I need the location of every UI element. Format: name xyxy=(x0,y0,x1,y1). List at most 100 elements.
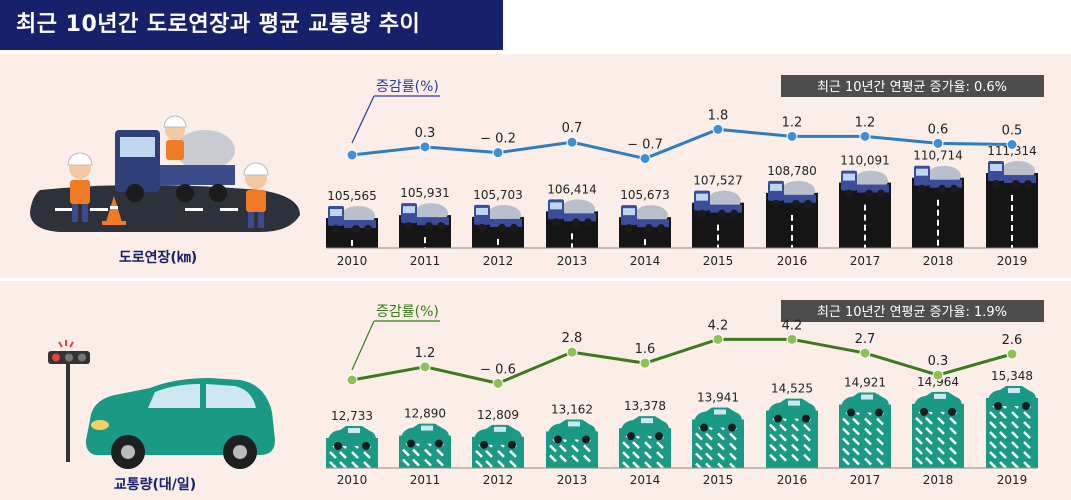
bar-pattern-stripe xyxy=(989,441,1031,449)
road-value-label: 105,703 xyxy=(473,188,523,202)
road-rate-label: 1.2 xyxy=(782,115,803,130)
bar-pattern-stripe xyxy=(402,448,444,457)
bar-pattern-stripe xyxy=(842,427,884,436)
traffic-rate-title: 증감률(%) xyxy=(376,304,439,320)
bar-pattern-stripe xyxy=(989,411,1031,419)
bar-pattern-stripe xyxy=(915,456,957,465)
road-rate-point xyxy=(639,153,651,164)
traffic-value-label: 12,733 xyxy=(331,409,373,423)
panel-divider xyxy=(0,278,1071,281)
road-value-label: 105,673 xyxy=(620,188,670,202)
road-rate-point xyxy=(346,149,358,161)
traffic-rate-point xyxy=(639,357,651,369)
traffic-chart: 12,733 2010 12,890 2011 12,809 2012 13,162 2013… xyxy=(326,318,1038,487)
road-chart: 105,565 2010 105,931 2011 105,703 2012 106,414… xyxy=(326,108,1038,268)
traffic-rate-point xyxy=(859,347,871,359)
bar-pattern-stripe xyxy=(769,453,811,462)
road-rate-label: 0.7 xyxy=(562,121,583,136)
cement-truck-icon xyxy=(768,180,816,208)
traffic-year-tick: 2018 xyxy=(923,473,954,487)
traffic-year-tick: 2017 xyxy=(850,473,881,487)
bar-pattern-stripe xyxy=(402,458,444,467)
traffic-value-label: 13,941 xyxy=(697,391,739,405)
bar-pattern-stripe xyxy=(915,426,957,435)
bar-pattern-stripe xyxy=(769,423,811,432)
traffic-rate-point xyxy=(786,333,798,345)
road-rate-point xyxy=(492,147,504,159)
road-rate-point xyxy=(1006,139,1018,150)
traffic-rate-point xyxy=(346,374,358,386)
title-right-strip xyxy=(503,0,1071,50)
bar-pattern-stripe xyxy=(842,417,884,426)
road-rate-label: − 0.7 xyxy=(627,138,663,153)
bar-pattern-stripe xyxy=(695,452,737,461)
cement-truck-icon xyxy=(401,203,449,231)
road-year-tick: 2011 xyxy=(410,254,441,268)
traffic-year-tick: 2015 xyxy=(703,473,734,487)
road-year-tick: 2012 xyxy=(483,254,514,268)
road-rate-point xyxy=(566,136,578,148)
cement-truck-icon xyxy=(548,199,596,227)
traffic-rate-point xyxy=(1006,348,1018,360)
car-illustration-icon xyxy=(85,378,275,469)
traffic-value-label: 12,890 xyxy=(404,407,446,421)
bar-pattern-stripe xyxy=(329,451,371,459)
road-rate-point xyxy=(932,137,944,149)
road-rate-point xyxy=(712,123,724,135)
traffic-rate-point xyxy=(932,369,944,381)
traffic-rate-point xyxy=(419,361,431,373)
traffic-year-tick: 2012 xyxy=(483,473,514,487)
road-rate-label: 0.6 xyxy=(928,122,949,137)
bar-pattern-stripe xyxy=(622,441,664,450)
traffic-rate-label: 2.6 xyxy=(1002,333,1023,348)
car-icon xyxy=(401,423,449,448)
traffic-rate-label: 1.2 xyxy=(415,346,436,361)
bar-pattern-stripe xyxy=(695,442,737,451)
traffic-summary-badge xyxy=(781,300,1044,322)
traffic-rate-label: 4.2 xyxy=(782,318,803,333)
traffic-rate-point xyxy=(566,346,578,358)
traffic-light-icon xyxy=(48,340,90,462)
cement-mixer-truck-icon xyxy=(115,130,235,202)
traffic-value-label: 13,378 xyxy=(624,399,666,413)
road-value-label: 111,314 xyxy=(987,144,1037,158)
road-year-tick: 2018 xyxy=(923,254,954,268)
road-year-tick: 2017 xyxy=(850,254,881,268)
bar-pattern-stripe xyxy=(549,444,591,453)
road-year-tick: 2013 xyxy=(557,254,588,268)
traffic-bar xyxy=(912,403,964,468)
car-icon xyxy=(768,398,816,423)
car-icon xyxy=(988,386,1036,410)
road-rate-label: 0.3 xyxy=(415,126,436,141)
bar-pattern-stripe xyxy=(549,454,591,463)
bar-pattern-stripe xyxy=(842,457,884,466)
bar-pattern-stripe xyxy=(989,461,1031,469)
traffic-value-label: 14,964 xyxy=(917,375,959,389)
bar-pattern-stripe xyxy=(475,459,517,468)
road-rate-line xyxy=(351,127,1013,161)
car-icon xyxy=(694,407,742,432)
road-rate-label: − 0.2 xyxy=(480,132,516,147)
car-icon xyxy=(914,391,962,416)
road-value-label: 105,931 xyxy=(400,186,450,200)
cement-truck-icon xyxy=(621,205,669,233)
road-year-tick: 2015 xyxy=(703,254,734,268)
title-gap xyxy=(0,50,1071,54)
road-panel-label: 도로연장(㎞) xyxy=(119,249,197,266)
bar-pattern-stripe xyxy=(769,443,811,452)
traffic-year-tick: 2010 xyxy=(337,473,368,487)
car-icon xyxy=(328,426,376,450)
road-value-label: 110,091 xyxy=(840,154,890,168)
car-icon xyxy=(548,419,596,444)
road-year-tick: 2016 xyxy=(777,254,808,268)
road-construction-illustration xyxy=(30,115,300,232)
worker-figure-truck xyxy=(163,115,187,160)
bar-pattern-stripe xyxy=(622,451,664,460)
traffic-year-tick: 2011 xyxy=(410,473,441,487)
traffic-year-tick: 2014 xyxy=(630,473,661,487)
bar-pattern-stripe xyxy=(842,447,884,456)
road-rate-point xyxy=(786,130,798,142)
traffic-value-label: 14,525 xyxy=(771,382,813,396)
traffic-year-tick: 2013 xyxy=(557,473,588,487)
traffic-rate-label: 4.2 xyxy=(708,318,729,333)
